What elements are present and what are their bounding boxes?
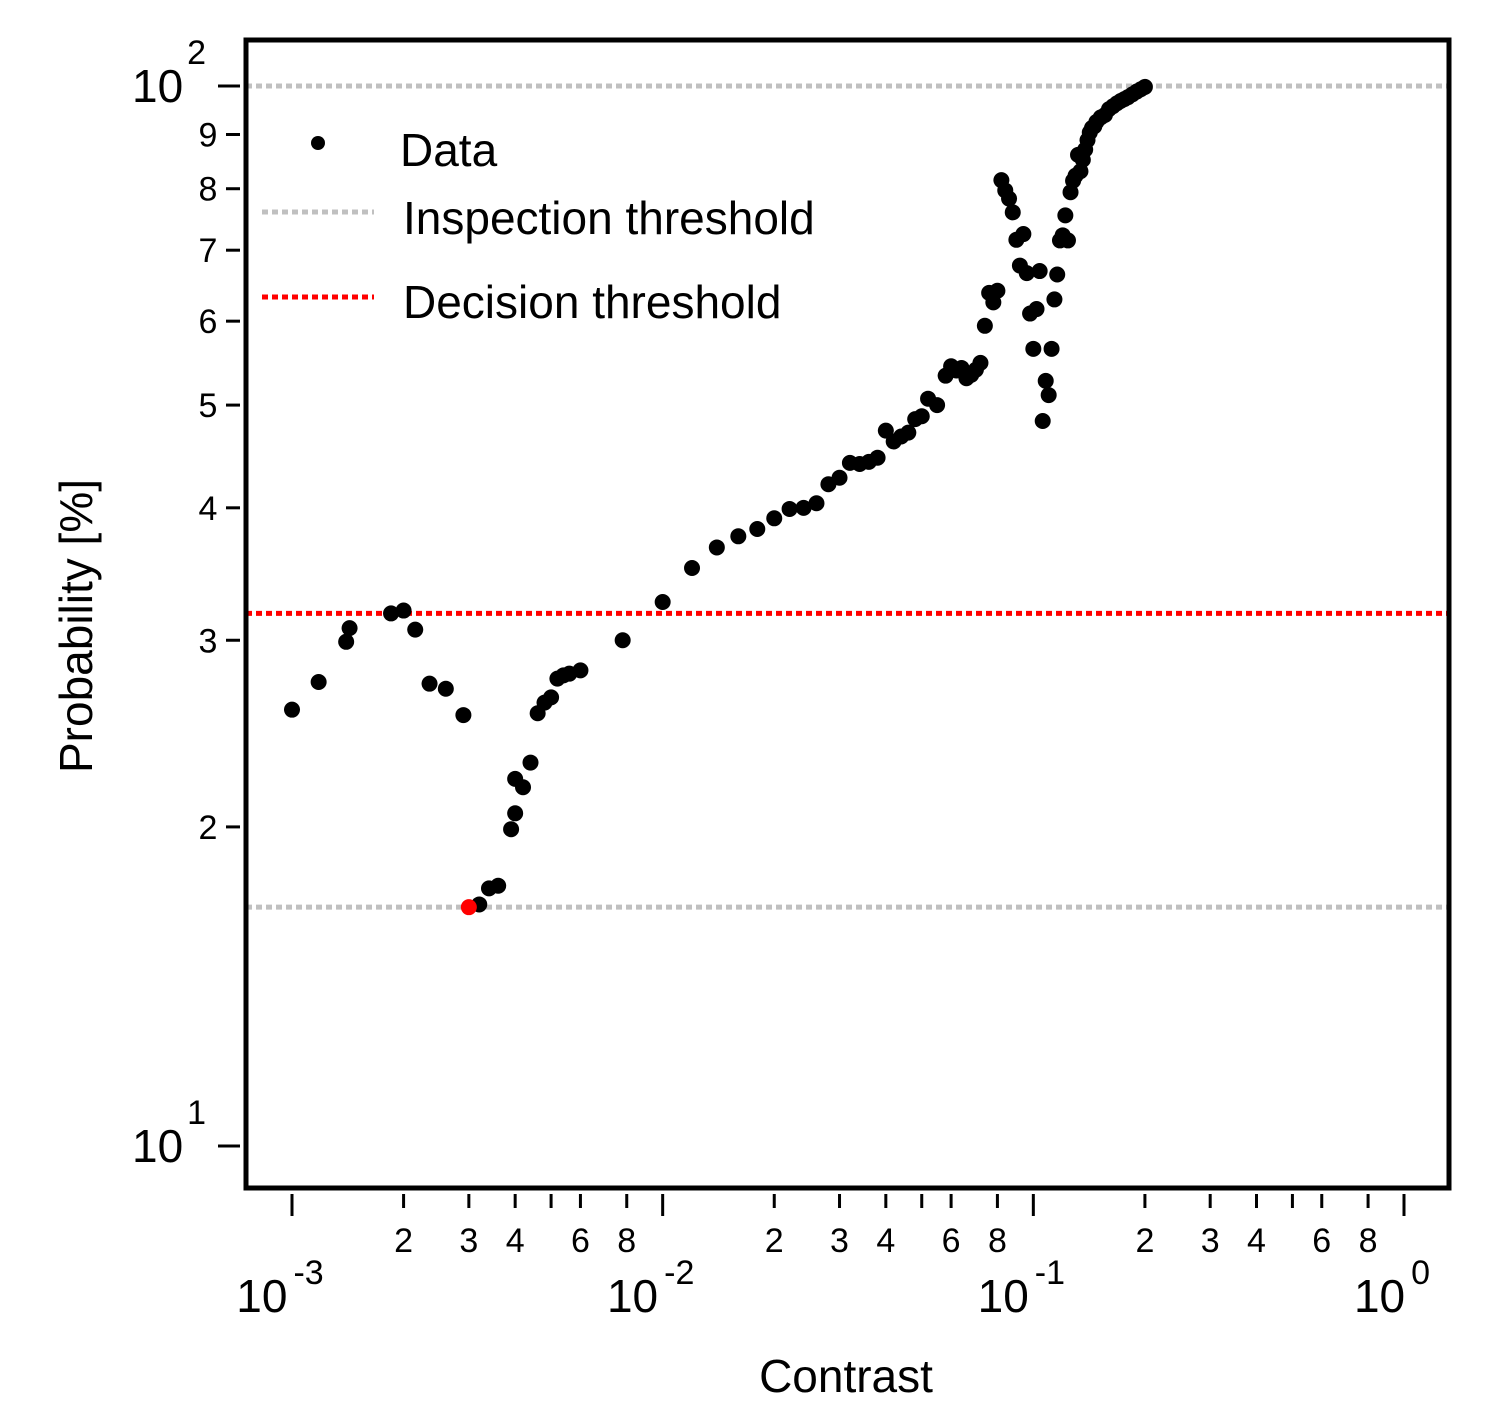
x-minor-label: 8 bbox=[1359, 1222, 1378, 1260]
legend-data-marker bbox=[311, 136, 325, 150]
x-minor-label: 4 bbox=[876, 1222, 895, 1260]
data-point bbox=[831, 469, 848, 486]
y-minor-label: 2 bbox=[199, 809, 218, 847]
legend-data-label: Data bbox=[400, 124, 498, 176]
y-axis-ticks: 101 102 2 3 4 5 6 7 8 9 bbox=[132, 34, 240, 1172]
x-axis-title: Contrast bbox=[759, 1350, 933, 1402]
x-minor-label: 4 bbox=[506, 1222, 525, 1260]
data-point bbox=[749, 521, 766, 538]
data-point bbox=[976, 317, 993, 334]
data-point bbox=[1037, 372, 1054, 389]
threshold-lines bbox=[246, 83, 1449, 910]
y-decade-label: 102 bbox=[132, 34, 206, 112]
legend-inspection-label: Inspection threshold bbox=[403, 192, 815, 244]
data-point bbox=[766, 510, 783, 527]
x-minor-label: 2 bbox=[1135, 1222, 1154, 1260]
data-point bbox=[338, 633, 355, 650]
data-point bbox=[515, 779, 532, 796]
x-minor-label: 8 bbox=[988, 1222, 1007, 1260]
data-point bbox=[900, 424, 917, 441]
y-axis-title: Probability [%] bbox=[50, 479, 102, 773]
data-point bbox=[654, 593, 671, 610]
data-point bbox=[503, 821, 520, 838]
data-point bbox=[437, 680, 454, 697]
data-point bbox=[1040, 387, 1057, 404]
data-point bbox=[1046, 291, 1063, 308]
x-minor-label: 6 bbox=[1312, 1222, 1331, 1260]
x-decade-label: 10 -2 bbox=[607, 1254, 694, 1322]
data-point bbox=[1004, 204, 1021, 221]
data-point bbox=[614, 632, 631, 649]
data-point bbox=[1059, 232, 1076, 249]
data-point bbox=[781, 500, 798, 517]
y-decade-label: 101 bbox=[132, 1094, 206, 1172]
data-point bbox=[395, 602, 412, 619]
data-point bbox=[421, 675, 438, 692]
y-minor-label: 3 bbox=[199, 622, 218, 660]
data-point bbox=[913, 408, 930, 425]
data-point bbox=[507, 805, 524, 822]
data-point bbox=[1018, 265, 1035, 282]
x-minor-label: 8 bbox=[617, 1222, 636, 1260]
data-point bbox=[572, 662, 589, 679]
x-minor-label: 4 bbox=[1247, 1222, 1266, 1260]
x-minor-label: 2 bbox=[394, 1222, 413, 1260]
data-point bbox=[795, 499, 812, 516]
data-point bbox=[543, 689, 560, 706]
y-minor-label: 7 bbox=[199, 232, 218, 270]
data-point bbox=[455, 707, 472, 724]
data-point bbox=[341, 620, 358, 637]
data-point bbox=[1001, 190, 1018, 207]
data-point bbox=[1043, 340, 1060, 357]
x-decade-label: 10 -1 bbox=[978, 1254, 1065, 1322]
x-minor-label: 3 bbox=[830, 1222, 849, 1260]
data-point bbox=[1025, 340, 1042, 357]
data-point bbox=[1034, 413, 1051, 430]
y-minor-label: 5 bbox=[199, 387, 218, 425]
data-point bbox=[1031, 263, 1048, 280]
data-point bbox=[708, 539, 725, 556]
x-decade-label: 10 -3 bbox=[236, 1254, 323, 1322]
data-point bbox=[383, 605, 400, 622]
data-point bbox=[808, 495, 825, 512]
data-point bbox=[310, 673, 327, 690]
minimum-point bbox=[460, 899, 477, 916]
data-point bbox=[1028, 301, 1045, 318]
data-point bbox=[1049, 266, 1066, 283]
x-minor-label: 3 bbox=[1201, 1222, 1220, 1260]
plot-area-frame bbox=[243, 37, 1452, 1191]
data-point bbox=[730, 528, 747, 545]
x-minor-label: 6 bbox=[942, 1222, 961, 1260]
data-point bbox=[284, 701, 300, 718]
data-point bbox=[1136, 78, 1153, 95]
legend-decision-label: Decision threshold bbox=[403, 276, 781, 328]
legend: Data Inspection threshold Decision thres… bbox=[262, 124, 815, 328]
data-point bbox=[1057, 207, 1074, 224]
data-point bbox=[972, 354, 989, 371]
data-point bbox=[522, 754, 539, 771]
y-minor-label: 9 bbox=[199, 117, 218, 155]
x-minor-label: 2 bbox=[765, 1222, 784, 1260]
y-minor-label: 8 bbox=[199, 171, 218, 209]
data-point bbox=[407, 621, 424, 638]
data-point bbox=[869, 449, 886, 466]
y-minor-label: 6 bbox=[199, 303, 218, 341]
data-point bbox=[1015, 226, 1032, 243]
x-axis-ticks: 10 -3 10 -2 10 -1 10 02 3 4 6 8 2 3 4 6 8 2 3 4 6 8 bbox=[236, 1194, 1430, 1322]
data-points bbox=[284, 78, 1153, 916]
y-minor-label: 4 bbox=[199, 490, 218, 528]
data-point bbox=[929, 397, 946, 414]
x-decade-label: 10 0 bbox=[1354, 1254, 1430, 1322]
x-minor-label: 3 bbox=[459, 1222, 478, 1260]
x-minor-label: 6 bbox=[571, 1222, 590, 1260]
data-point bbox=[684, 559, 701, 576]
data-point bbox=[490, 877, 507, 894]
data-point bbox=[989, 282, 1006, 299]
